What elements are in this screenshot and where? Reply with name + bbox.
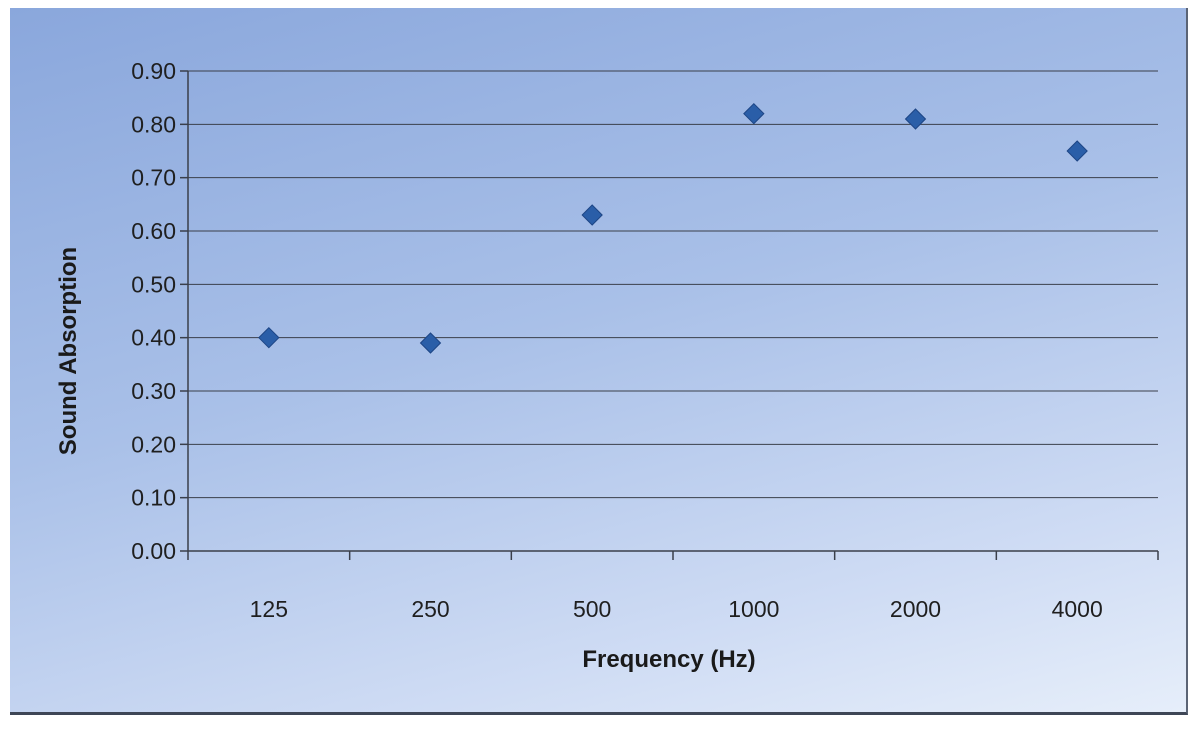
data-point xyxy=(258,326,280,349)
y-axis-title: Sound Absorption xyxy=(55,247,82,455)
y-tick-label: 0.00 xyxy=(131,538,176,564)
y-tick-label: 0.30 xyxy=(131,378,176,404)
x-tick-labels: 125 250 500 1000 2000 4000 xyxy=(187,551,1159,622)
scatter-chart: 0.00 0.10 0.20 0.30 0.40 0.50 0.60 0.70 0.80 0.90… xyxy=(55,58,1159,673)
y-tick-label: 0.70 xyxy=(131,165,176,191)
x-axis-title: Frequency (Hz) xyxy=(582,646,755,673)
y-tick-label: 0.80 xyxy=(131,111,176,137)
data-point xyxy=(1066,140,1088,162)
y-tick-label: 0.50 xyxy=(131,271,176,297)
x-tick-label: 4000 xyxy=(1052,596,1103,622)
x-tick-label: 250 xyxy=(411,596,449,622)
y-tick-label: 0.40 xyxy=(131,325,176,351)
x-tick-label: 2000 xyxy=(890,596,941,622)
gridlines xyxy=(180,70,1158,552)
data-point xyxy=(419,332,442,354)
x-tick-label: 125 xyxy=(250,596,288,622)
y-tick-label: 0.10 xyxy=(131,485,176,511)
x-tick-label: 1000 xyxy=(728,596,779,622)
data-point xyxy=(743,102,765,125)
x-tick-label: 500 xyxy=(573,596,611,622)
axes xyxy=(187,71,1158,552)
y-tick-label: 0.90 xyxy=(131,58,176,84)
y-tick-labels: 0.00 0.10 0.20 0.30 0.40 0.50 0.60 0.70 0.80 0.90 xyxy=(131,58,176,564)
chart-frame: 0.00 0.10 0.20 0.30 0.40 0.50 0.60 0.70 0.80 0.90… xyxy=(10,8,1188,715)
data-point xyxy=(904,108,927,130)
data-point xyxy=(581,204,603,226)
y-tick-label: 0.60 xyxy=(131,218,176,244)
data-points xyxy=(258,102,1088,354)
y-tick-label: 0.20 xyxy=(131,431,176,457)
